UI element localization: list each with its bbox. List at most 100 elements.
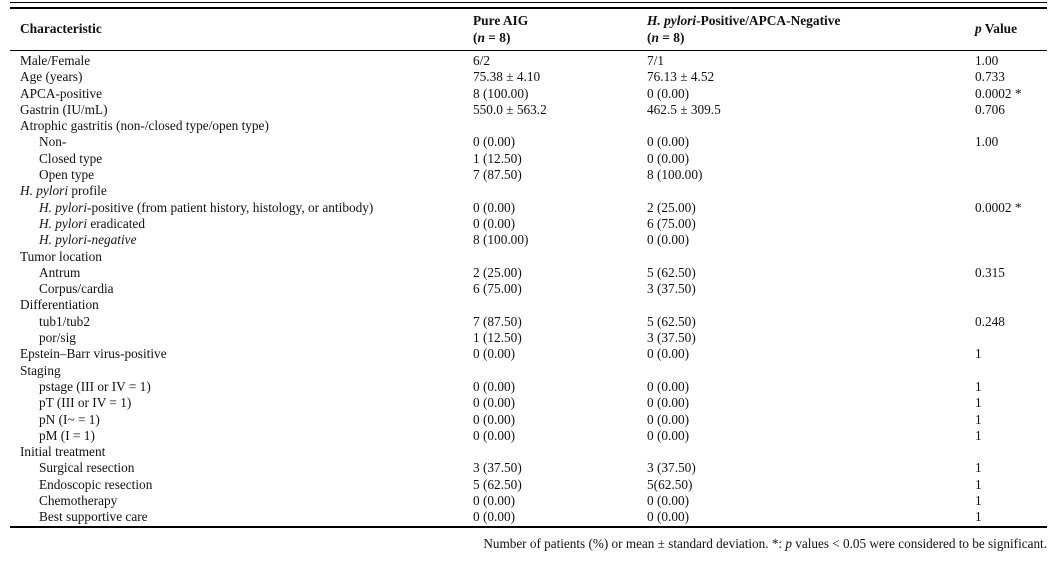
- row-label: Open type: [10, 167, 473, 183]
- row-label: Antrum: [10, 265, 473, 281]
- cell-p-value: [975, 151, 1047, 167]
- row-label: Tumor location: [10, 249, 473, 265]
- text-segment: Atrophic gastritis (non-/closed type/ope…: [20, 118, 269, 134]
- text-segment: eradicated: [87, 215, 145, 231]
- table-row: pM (I = 1) 0 (0.00) 0 (0.00) 1: [10, 428, 1047, 444]
- table-row: Surgical resection 3 (37.50) 3 (37.50) 1: [10, 460, 1047, 476]
- cell-pure-aig: 6 (75.00): [473, 281, 522, 297]
- cell-pure-aig: 550.0 ± 563.2: [473, 101, 547, 117]
- text-segment: (: [647, 29, 652, 45]
- row-label: Corpus/cardia: [10, 281, 473, 297]
- table-row: Tumor location: [10, 249, 1047, 265]
- cell-pure-aig: 1 (12.50): [473, 150, 522, 166]
- text-segment: -positive (from patient history, histolo…: [87, 199, 374, 215]
- cell-pure-aig: 7 (87.50): [473, 167, 522, 183]
- text-segment: profile: [68, 183, 107, 199]
- row-label: Male/Female: [10, 51, 473, 70]
- cell-p-value: [975, 232, 1047, 248]
- row-label: H. pylori-negative: [10, 232, 473, 248]
- text-segment: n: [651, 29, 659, 45]
- table-row: Epstein–Barr virus-positive 0 (0.00) 0 (0.…: [10, 346, 1047, 362]
- cell-p-value: 0.706: [975, 101, 1005, 117]
- text-segment: -Positive/APCA-Negative: [696, 13, 841, 28]
- cell-hpylori-apca: 3 (37.50): [647, 330, 696, 346]
- row-label: Epstein–Barr virus-positive: [10, 346, 473, 362]
- text-segment: H. pylori: [39, 199, 88, 215]
- text-segment: Corpus/cardia: [39, 281, 114, 297]
- cell-hpylori-apca: [647, 363, 975, 379]
- text-segment: Age (years): [20, 69, 83, 85]
- cell-pure-aig: 0 (0.00): [473, 395, 516, 411]
- table-body: Male/Female 6/2 7/1 1.00 Age (years) 75.38 ± …: [10, 51, 1047, 527]
- text-segment: Endoscopic resection: [39, 476, 153, 492]
- table-row: Male/Female 6/2 7/1 1.00: [10, 51, 1047, 70]
- table-row: Endoscopic resection 5 (62.50) 5(62.50) 1: [10, 477, 1047, 493]
- text-segment: p: [975, 21, 982, 37]
- header-hpylori-apca-line2: (n = 8): [647, 30, 975, 47]
- row-label: por/sig: [10, 330, 473, 346]
- cell-p-value: 1: [975, 509, 982, 525]
- table-row: Atrophic gastritis (non-/closed type/ope…: [10, 118, 1047, 134]
- cell-pure-aig: 2 (25.00): [473, 264, 522, 280]
- cell-hpylori-apca: [647, 444, 975, 460]
- header-pure-aig-line1: Pure AIG: [473, 13, 647, 30]
- cell-pure-aig: 8 (100.00): [473, 232, 529, 248]
- cell-p-value: 0.248: [975, 313, 1005, 329]
- text-segment: tub1/tub2: [39, 313, 90, 329]
- cell-p-value: [975, 118, 1047, 134]
- header-row: Characteristic Pure AIG (n = 8) H. pylor…: [10, 9, 1047, 51]
- table-row: Initial treatment: [10, 444, 1047, 460]
- text-segment: por/sig: [39, 330, 76, 346]
- cell-p-value: 1.00: [975, 134, 999, 150]
- text-segment: H. pylori: [39, 215, 88, 231]
- table-footnote: Number of patients (%) or mean ± standar…: [10, 536, 1047, 552]
- text-segment: Characteristic: [20, 21, 102, 37]
- text-segment: n: [477, 29, 485, 45]
- cell-hpylori-apca: 0 (0.00): [647, 134, 690, 150]
- table-row: Differentiation: [10, 297, 1047, 313]
- text-segment: p: [785, 535, 792, 551]
- cell-p-value: 1.00: [975, 53, 999, 68]
- table-row: Age (years) 75.38 ± 4.10 76.13 ± 4.52 0.733: [10, 69, 1047, 85]
- cell-hpylori-apca: 0 (0.00): [647, 395, 690, 411]
- cell-pure-aig: 0 (0.00): [473, 509, 516, 525]
- cell-p-value: [975, 330, 1047, 346]
- text-segment: H. pylori-negative: [39, 232, 137, 248]
- cell-p-value: [975, 297, 1047, 313]
- row-label: Endoscopic resection: [10, 477, 473, 493]
- cell-p-value: 0.315: [975, 264, 1005, 280]
- cell-hpylori-apca: 0 (0.00): [647, 411, 690, 427]
- cell-p-value: 1: [975, 395, 982, 411]
- cell-hpylori-apca: 3 (37.50): [647, 460, 696, 476]
- text-segment: Non-: [39, 134, 67, 150]
- cell-p-value: 0.0002 *: [975, 85, 1022, 101]
- cell-pure-aig: 0 (0.00): [473, 346, 516, 362]
- cell-hpylori-apca: 5 (62.50): [647, 313, 696, 329]
- row-label: Gastrin (IU/mL): [10, 102, 473, 118]
- text-segment: pT (III or IV = 1): [39, 395, 132, 411]
- row-label: Closed type: [10, 151, 473, 167]
- cell-hpylori-apca: 0 (0.00): [647, 232, 690, 248]
- table-row: Closed type 1 (12.50) 0 (0.00): [10, 151, 1047, 167]
- cell-p-value: [975, 363, 1047, 379]
- table-row: Corpus/cardia 6 (75.00) 3 (37.50): [10, 281, 1047, 297]
- table-row: Open type 7 (87.50) 8 (100.00): [10, 167, 1047, 183]
- cell-p-value: [975, 281, 1047, 297]
- text-segment: Tumor location: [20, 248, 102, 264]
- text-segment: H. pylori: [647, 13, 697, 28]
- cell-p-value: [975, 183, 1047, 199]
- table-row: pstage (III or IV = 1) 0 (0.00) 0 (0.00) 1: [10, 379, 1047, 395]
- header-pure-aig: Pure AIG (n = 8): [473, 9, 647, 51]
- cell-p-value: [975, 167, 1047, 183]
- cell-pure-aig: 0 (0.00): [473, 215, 516, 231]
- cell-p-value: 1: [975, 460, 982, 476]
- text-segment: = 8): [658, 29, 685, 45]
- cell-pure-aig: [473, 444, 647, 460]
- cell-pure-aig: 0 (0.00): [473, 134, 516, 150]
- row-label: Best supportive care: [10, 509, 473, 526]
- text-segment: Differentiation: [20, 297, 99, 313]
- cell-pure-aig: 0 (0.00): [473, 199, 516, 215]
- cell-p-value: [975, 216, 1047, 232]
- text-segment: (: [473, 29, 478, 45]
